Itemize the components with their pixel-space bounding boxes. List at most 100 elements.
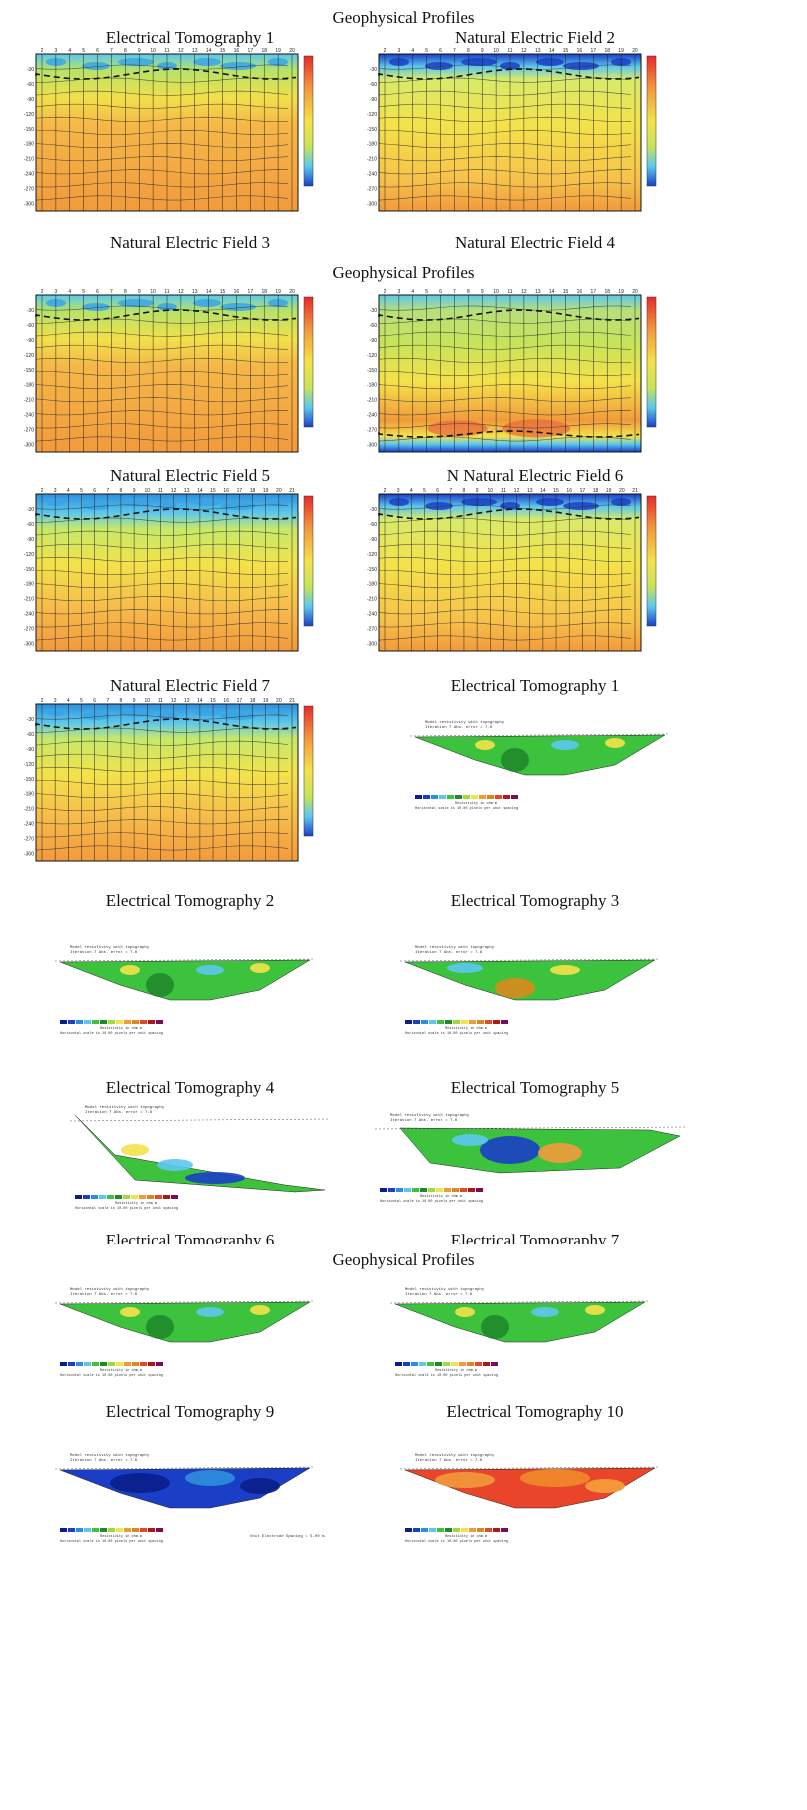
color-scale-bar [303, 55, 314, 187]
station-tick-label: 5 [80, 698, 83, 704]
station-tick-label: 11 [507, 48, 512, 54]
section-body [59, 959, 311, 1001]
depth-tick-label: -210 [24, 807, 34, 813]
resistivity-section: Model resistivity with topographyIterati… [399, 1453, 661, 1544]
station-tick-label: 17 [237, 488, 243, 494]
depth-tick-label: -300 [24, 443, 34, 449]
depth-tick-label: -240 [24, 413, 34, 419]
resistivity-scale-swatch [469, 1020, 476, 1024]
depth-tick-label: -60 [370, 82, 377, 88]
resistivity-anomaly [452, 1134, 488, 1146]
scale-label: Resistivity in ohm.m [445, 1534, 487, 1539]
resistivity-anomaly [120, 965, 140, 975]
depth-tick-label: -270 [24, 187, 34, 193]
station-tick-label: 14 [540, 488, 546, 494]
station-tick-label: 15 [210, 488, 216, 494]
station-tick-label: 8 [467, 48, 470, 54]
resistivity-scale-swatch [495, 795, 502, 799]
resistivity-scale-swatch [460, 1188, 467, 1192]
station-tick-label: 7 [110, 289, 113, 295]
section-heading-3: Geophysical Profiles [332, 1250, 475, 1269]
section-header-text: Model resistivity with topography [425, 720, 505, 725]
station-tick-label: 5 [82, 48, 85, 54]
station-tick-label: 19 [618, 289, 624, 295]
depth-tick-label: -180 [24, 383, 34, 389]
depth-tick-label: -120 [24, 353, 34, 359]
station-tick-label: 21 [289, 698, 295, 704]
depth-tick-label: -60 [27, 82, 34, 88]
resistivity-anomaly [585, 1479, 625, 1493]
station-tick-label: 6 [96, 289, 99, 295]
resistivity-scale-swatch [452, 1188, 459, 1192]
title-et10: Electrical Tomography 10 [446, 1402, 624, 1421]
station-tick-label: 11 [158, 488, 163, 494]
station-tick-label: 4 [67, 488, 70, 494]
resistivity-scale-swatch [132, 1020, 139, 1024]
section-header-text: Model resistivity with topography [70, 1287, 150, 1292]
resistivity-scale-swatch [92, 1020, 99, 1024]
resistivity-scale-swatch [423, 795, 430, 799]
resistivity-scale-swatch [124, 1362, 131, 1366]
footnote-text: Horizontal scale is 10.00 pixels per uni… [405, 1031, 508, 1036]
footnote-text: Horizontal scale is 10.00 pixels per uni… [395, 1373, 498, 1378]
station-tick-label: 12 [178, 48, 184, 54]
resistivity-scale-swatch [412, 1188, 419, 1192]
resistivity-scale-swatch [108, 1362, 115, 1366]
tomography-panel-et9: Model resistivity with topography Iterati… [40, 1448, 330, 1563]
station-tick-label: 20 [276, 488, 282, 494]
footnote-text: Horizontal scale is 10.00 pixels per uni… [75, 1206, 178, 1211]
station-tick-label: 14 [206, 289, 212, 295]
depth-tick-label: -180 [367, 142, 377, 148]
resistivity-anomaly [551, 740, 579, 750]
station-tick-label: 17 [591, 289, 597, 295]
station-tick-label: 16 [566, 488, 572, 494]
resistivity-scale-swatch [132, 1528, 139, 1532]
depth-tick-label: -180 [367, 582, 377, 588]
resistivity-anomaly [495, 978, 535, 998]
station-tick-label: 12 [514, 488, 520, 494]
depth-tick-label: -120 [367, 552, 377, 558]
station-tick-label: 17 [580, 488, 586, 494]
station-tick-label: 20 [619, 488, 625, 494]
depth-tick-label: -270 [24, 627, 34, 633]
station-tick-label: 15 [220, 289, 226, 295]
contour-panel-nef4: 2 3 4 5 6 7 8 9 10 11 12 13 14 15 16 17 18 19 20 -30 -60 -90 -… [363, 285, 663, 460]
resistivity-scale-swatch [405, 1528, 412, 1532]
station-tick-label: 17 [591, 48, 597, 54]
resistivity-anomaly [481, 1315, 509, 1339]
resistivity-anomaly [531, 1307, 559, 1317]
resistivity-scale-swatch [445, 1020, 452, 1024]
depth-tick-label: -30 [27, 507, 34, 513]
station-tick-label: 15 [210, 698, 216, 704]
station-tick-label: 21 [632, 488, 638, 494]
title-nef7: Natural Electric Field 7 [109, 676, 271, 695]
resistivity-section: Model resistivity with topographyIterati… [399, 945, 661, 1036]
section-header-text: Model resistivity with topography [390, 1113, 470, 1118]
station-tick-label: 17 [237, 698, 243, 704]
station-tick-label: 10 [150, 48, 156, 54]
station-tick-label: 5 [425, 289, 428, 295]
section-header-text: Model resistivity with topography [405, 1287, 485, 1292]
section-header-text: Model resistivity with topography [70, 945, 150, 950]
resistivity-scale-swatch [435, 1362, 442, 1366]
resistivity-anomaly [110, 1473, 170, 1493]
resistivity-scale-swatch [148, 1362, 155, 1366]
contour-panel-nef7: 2 3 4 5 6 7 8 9 10 11 12 13 14 15 16 17 18 19 20 21 -30 -60 -9… [20, 694, 320, 869]
depth-tick-label: -150 [367, 368, 377, 374]
depth-tick-label: -60 [27, 732, 34, 738]
section-body [414, 734, 666, 776]
station-tick-label: 20 [276, 698, 282, 704]
station-tick-label: 8 [124, 289, 127, 295]
resistivity-scale-swatch [415, 795, 422, 799]
station-tick-label: 18 [250, 698, 256, 704]
resistivity-scale-swatch [395, 1362, 402, 1366]
depth-tick-label: -270 [24, 428, 34, 434]
resistivity-scale-swatch [444, 1188, 451, 1192]
depth-tick-label: -120 [367, 112, 377, 118]
depth-tick-label: -90 [27, 338, 34, 344]
resistivity-scale-swatch [132, 1362, 139, 1366]
tomography-panel-et7: Model resistivity with topography Iterati… [375, 1282, 665, 1397]
electrode-spacing-text: Unit Electrode Spacing = 5.00 m. [250, 1534, 327, 1539]
station-tick-label: 14 [549, 289, 555, 295]
resistivity-scale-swatch [100, 1020, 107, 1024]
